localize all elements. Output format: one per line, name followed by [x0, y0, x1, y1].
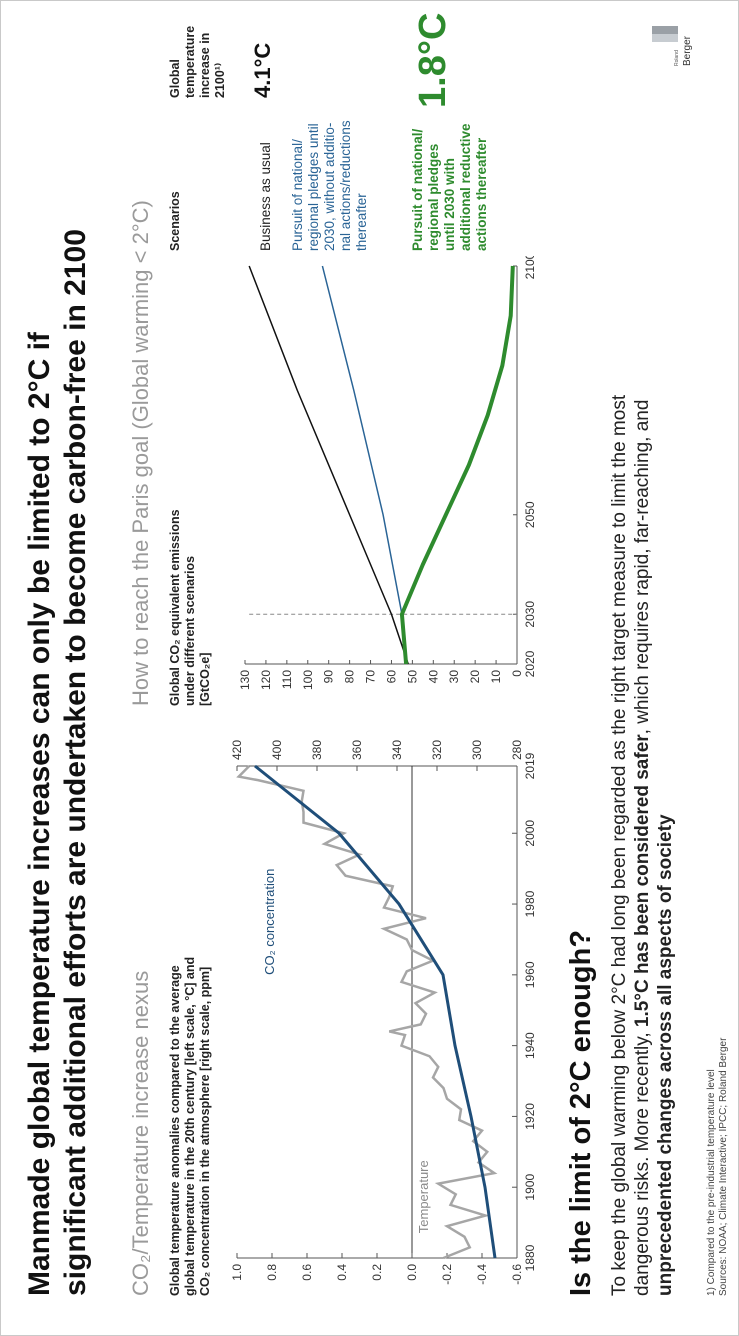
x-tick-label: 1980 — [523, 890, 537, 917]
bottom-text-line2: dangerous risks. More recently, 1.5°C ha… — [631, 400, 654, 1296]
temperature-series-line — [236, 765, 498, 1260]
y-right-tick-label: 320 — [430, 740, 444, 760]
y-right-tick-label: 300 — [470, 740, 484, 760]
scenario-pledges-label-1: Pursuit of national/ — [290, 139, 305, 251]
temp-header-3: increase in — [198, 32, 212, 98]
y-tick-label: 30 — [447, 670, 461, 684]
y-tick-label: 0 — [510, 670, 524, 677]
y-tick-label: 50 — [405, 670, 419, 684]
temperature-co2-chart: 1.0 0.8 0.6 0.4 0.2 0.0 -0.2 -0.4 -0.6 420 400 380 3… — [230, 740, 537, 1285]
y-tick-label: 20 — [468, 670, 482, 684]
logo-mark-icon: Roland Berger — [652, 26, 693, 66]
scenario-bau-label: Business as usual — [258, 142, 273, 251]
x-tick-label: 1920 — [523, 1103, 537, 1130]
temp-header-2: temperature — [183, 25, 197, 98]
y-tick-label: 90 — [322, 670, 336, 684]
co2-series-line — [254, 764, 497, 1259]
y-left-tick-label: 1.0 — [230, 1264, 244, 1281]
x-tick-label: 2100 — [523, 256, 537, 279]
y-tick-label: 60 — [384, 670, 398, 684]
y-left-tick-label: -0.4 — [475, 1264, 489, 1285]
y-tick-label: 100 — [301, 670, 315, 690]
scenario-green-label-4: additional reductive — [458, 123, 473, 251]
temp-header-1: Global — [168, 59, 182, 98]
bottom-text-line1: To keep the global warming below 2°C had… — [609, 394, 630, 1296]
left-chart-label-3: CO₂ concentration in the atmosphere [rig… — [198, 966, 212, 1296]
bottom-heading: Is the limit of 2°C enough? — [565, 929, 597, 1296]
left-subtitle: CO₂/Temperature increase nexus — [128, 970, 153, 1296]
y-right-tick-label: 420 — [230, 740, 244, 760]
co2-series-label: CO₂ concentration — [262, 869, 277, 975]
y-right-tick-label: 400 — [270, 740, 284, 760]
y-left-tick-label: 0.2 — [370, 1264, 384, 1281]
bottom-text-line3: unprecedented changes across all aspects… — [655, 814, 676, 1296]
left-chart-label-2: global temperature in the 20th century [… — [183, 956, 197, 1296]
y-tick-label: 110 — [280, 670, 294, 689]
x-tick-label: 2050 — [523, 501, 537, 528]
y-left-tick-label: -0.2 — [440, 1264, 454, 1285]
slide-title-line2: significant additional efforts are under… — [59, 229, 92, 1296]
reduction-series-line — [399, 265, 515, 665]
y-left-tick-label: 0.4 — [335, 1264, 349, 1281]
y-tick-label: 130 — [238, 670, 252, 690]
y-right-tick-label: 360 — [350, 740, 364, 760]
y-tick-label: 80 — [343, 670, 357, 684]
y-left-tick-label: 0.6 — [300, 1264, 314, 1281]
y-right-tick-label: 380 — [310, 740, 324, 760]
scenario-green-label-5: actions thereafter — [474, 137, 489, 251]
scenario-pledges-label-5: thereafter — [354, 193, 369, 251]
x-tick-label: 1900 — [523, 1174, 537, 1201]
logo-text: Berger — [682, 35, 693, 66]
x-tick-label: 1880 — [523, 1244, 537, 1271]
scenario-green-label-3: until 2030 with — [442, 157, 457, 251]
scenario-pledges-label-4: nal actions/reductions — [338, 120, 353, 251]
emissions-scenarios-chart: 130 120 110 100 90 80 70 60 50 40 30 20 10 0 202020302… — [238, 256, 537, 690]
scenarios-header: Scenarios — [168, 191, 182, 251]
y-tick-label: 70 — [364, 670, 378, 684]
y-right-tick-label: 340 — [390, 740, 404, 760]
scenario-pledges-label-2: regional pledges until — [306, 123, 321, 251]
x-tick-label: 2019 — [523, 752, 537, 779]
y-tick-label: 10 — [489, 670, 503, 684]
value-bau: 4.1°C — [250, 42, 275, 98]
scenario-green-label-2: regional pledges — [426, 143, 441, 251]
right-chart-label-2: under different scenarios — [183, 555, 197, 706]
pledges-series-line — [321, 265, 407, 665]
footnote-line2: Sources: NOAA; Climate Interactive; IPCC… — [718, 1037, 729, 1296]
y-left-tick-label: 0.8 — [265, 1264, 279, 1281]
y-tick-label: 40 — [426, 670, 440, 684]
left-chart-label-1: Global temperature anomalies compared to… — [168, 965, 182, 1296]
footnote-line1: 1) Compared to the pre-industrial temper… — [706, 1069, 717, 1296]
y-tick-label: 120 — [259, 670, 273, 690]
right-chart-label-3: [GtCO₂e] — [198, 652, 212, 706]
y-right-tick-label: 280 — [510, 740, 524, 760]
bottom-text-line2-bold: 1.5°C has been considered safer — [632, 734, 653, 1028]
temp-header-4: 2100¹⁾ — [213, 62, 227, 98]
value-green: 1.8°C — [412, 12, 454, 108]
x-tick-label: 2020 — [523, 650, 537, 677]
y-left-tick-label: 0.0 — [405, 1264, 419, 1281]
temperature-series-label: Temperature — [416, 1160, 431, 1233]
y-left-tick-label: -0.6 — [510, 1264, 524, 1285]
logo-small-text: Roland — [674, 50, 680, 66]
x-tick-label: 1940 — [523, 1032, 537, 1059]
x-tick-label: 1960 — [523, 961, 537, 988]
bottom-text-line2-a: dangerous risks. More recently, — [632, 1027, 653, 1296]
bottom-text-line2-c: , which requires rapid, far-reaching, an… — [632, 399, 653, 735]
scenario-green-label-1: Pursuit of national/ — [410, 128, 425, 251]
roland-berger-logo: Roland Berger — [648, 18, 698, 68]
x-tick-label: 2000 — [523, 820, 537, 847]
bau-series-line — [248, 265, 409, 665]
right-chart-label-1: Global CO₂ equivalent emissions — [168, 509, 182, 706]
scenario-pledges-label-3: 2030, without additio- — [322, 122, 337, 251]
x-tick-label: 2030 — [523, 601, 537, 628]
right-subtitle: How to reach the Paris goal (Global warm… — [128, 200, 153, 706]
slide-title-line1: Manmade global temperature increases can… — [23, 332, 56, 1296]
